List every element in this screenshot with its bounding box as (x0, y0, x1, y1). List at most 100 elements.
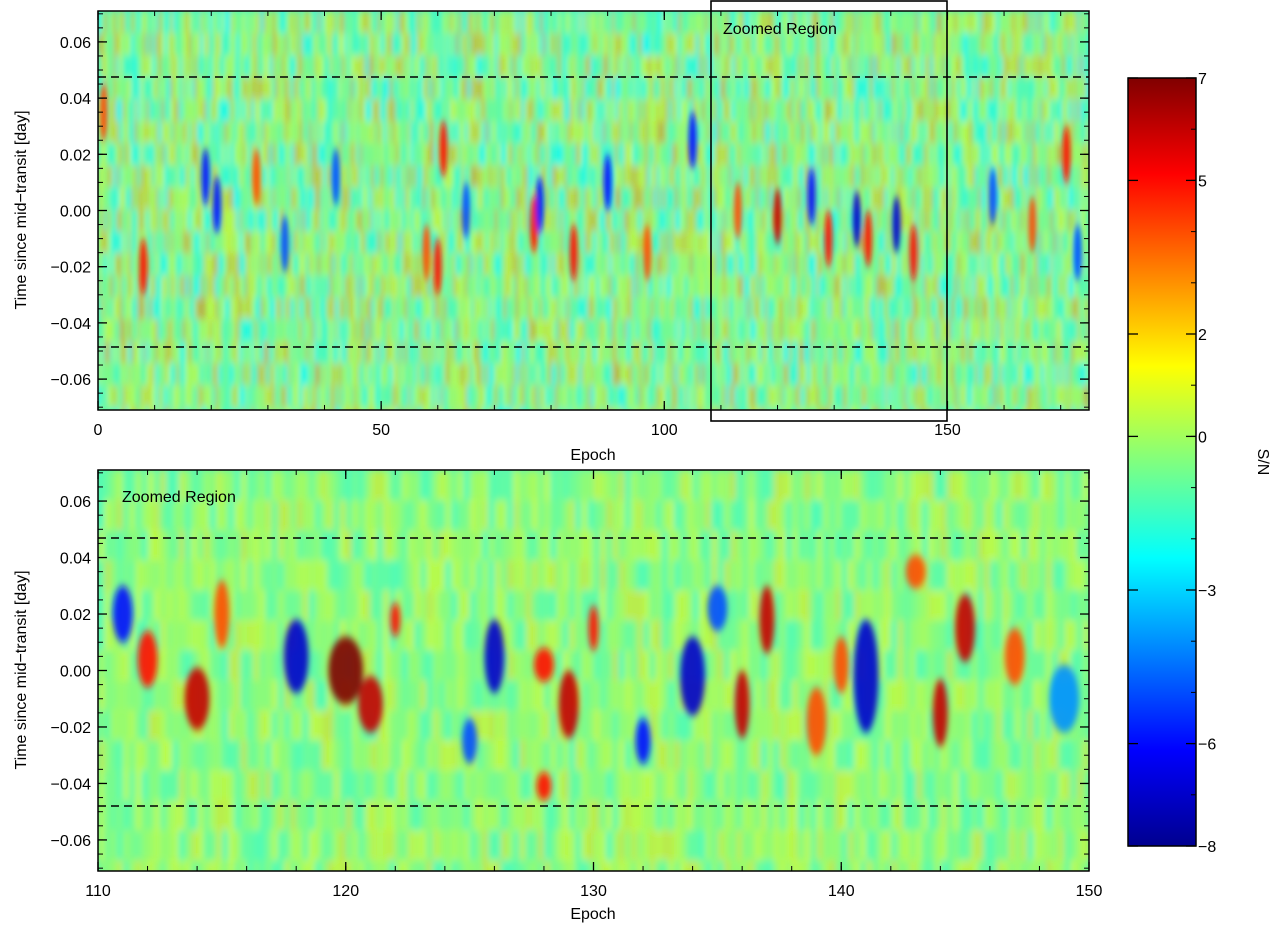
heatmap-cell (269, 143, 273, 166)
heatmap-cell (524, 143, 529, 166)
heatmap-cell (563, 231, 568, 254)
heatmap-cell (713, 209, 718, 232)
heatmap-cell (122, 165, 126, 188)
heatmap-cell (782, 143, 787, 166)
heatmap-cell (341, 143, 345, 166)
heatmap-cell (326, 341, 330, 364)
heatmap-cell (404, 319, 408, 342)
heatmap-cell (722, 385, 727, 408)
heatmap-cell (506, 99, 511, 122)
heatmap-cell (464, 99, 468, 122)
heatmap-cell (788, 319, 793, 342)
heatmap-cell (554, 385, 559, 408)
heatmap-cell (161, 11, 165, 34)
heatmap-cell (506, 55, 511, 78)
heatmap-cell (494, 231, 498, 254)
heatmap-cell (209, 319, 213, 342)
heatmap-cell (488, 77, 492, 100)
heatmap-cell (542, 297, 547, 320)
heatmap-cell (809, 341, 814, 364)
heatmap-cell (704, 11, 709, 34)
heatmap-cell (110, 253, 114, 276)
heatmap-cell (221, 407, 225, 410)
heatmap-cell (632, 77, 637, 100)
heatmap-cell (140, 297, 144, 320)
heatmap-cell (236, 121, 240, 144)
heatmap-cell (317, 407, 321, 410)
heatmap-cell (326, 77, 330, 100)
heatmap-cell (317, 55, 321, 78)
heatmap-cell (269, 231, 273, 254)
heatmap-cell (425, 77, 429, 100)
heatmap-cell (770, 55, 775, 78)
heatmap-cell (560, 231, 565, 254)
heatmap-cell (662, 341, 667, 364)
heatmap-cell (386, 187, 390, 210)
heatmap-cell (359, 99, 363, 122)
heatmap-cell (518, 121, 523, 144)
heatmap-cell (380, 143, 384, 166)
heatmap-cell (698, 253, 703, 276)
heatmap-cell (869, 385, 874, 408)
heatmap-cell (815, 319, 820, 342)
heatmap-cell (344, 121, 348, 144)
heatmap-cell (737, 297, 742, 320)
heatmap-cell (650, 33, 655, 56)
heatmap-cell (389, 11, 393, 34)
heatmap-cell (347, 165, 351, 188)
heatmap-cell (698, 275, 703, 298)
heatmap-cell (125, 55, 129, 78)
heatmap-cell (563, 407, 568, 410)
heatmap-cell (293, 363, 297, 386)
heatmap-cell (176, 385, 180, 408)
heatmap-cell (341, 341, 345, 364)
heatmap-cell (314, 319, 318, 342)
heatmap-cell (791, 231, 796, 254)
heatmap-cell (170, 165, 174, 188)
heatmap-cell (266, 253, 270, 276)
heatmap-cell (311, 407, 315, 410)
heatmap-cell (866, 99, 871, 122)
heatmap-cell (371, 275, 375, 298)
heatmap-cell (398, 165, 402, 188)
heatmap-cell (707, 187, 712, 210)
heatmap-cell (377, 297, 381, 320)
heatmap-cell (173, 165, 177, 188)
heatmap-cell (176, 319, 180, 342)
heatmap-cell (566, 11, 571, 34)
heatmap-cell (671, 143, 676, 166)
heatmap-cell (134, 253, 138, 276)
heatmap-cell (512, 341, 517, 364)
heatmap-cell (116, 165, 120, 188)
heatmap-cell (833, 33, 838, 56)
heatmap-cell (710, 407, 715, 410)
heatmap-cell (830, 55, 835, 78)
heatmap-cell (320, 165, 324, 188)
heatmap-cell (170, 297, 174, 320)
heatmap-cell (185, 187, 189, 210)
heatmap-cell (344, 99, 348, 122)
heatmap-cell (791, 385, 796, 408)
heatmap-cell (704, 319, 709, 342)
heatmap-cell (239, 297, 243, 320)
heatmap-cell (602, 187, 607, 210)
heatmap-cell (257, 407, 261, 410)
heatmap-cell (458, 253, 462, 276)
heatmap-cell (293, 55, 297, 78)
heatmap-cell (158, 275, 162, 298)
heatmap-cell (458, 385, 462, 408)
heatmap-cell (713, 143, 718, 166)
heatmap-cell (383, 187, 387, 210)
heatmap-cell (821, 165, 826, 188)
heatmap-cell (290, 121, 294, 144)
heatmap-cell (230, 121, 234, 144)
heatmap-cell (332, 275, 336, 298)
heatmap-cell (293, 253, 297, 276)
heatmap-cell (191, 33, 195, 56)
heatmap-cell (260, 55, 264, 78)
heatmap-cell (152, 33, 156, 56)
heatmap-cell (338, 165, 342, 188)
heatmap-cell (104, 407, 108, 410)
heatmap-cell (278, 231, 282, 254)
heatmap-cell (113, 253, 117, 276)
